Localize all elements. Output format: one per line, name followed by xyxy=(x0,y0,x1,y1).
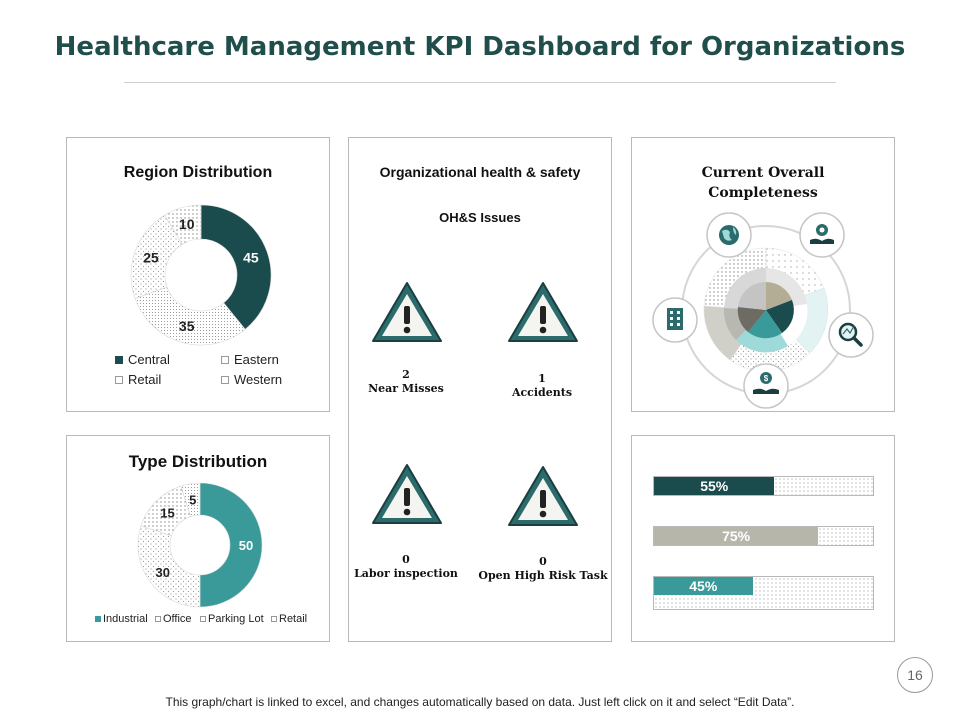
region-chart-title: Region Distribution xyxy=(123,164,273,181)
legend-label: Office xyxy=(163,613,192,625)
legend-swatch-western xyxy=(221,375,229,384)
warning-icon xyxy=(508,466,578,526)
title-divider xyxy=(124,82,836,83)
legend-central: Central xyxy=(115,352,170,367)
page-number: 16 xyxy=(897,657,933,693)
progress-bar-3: 45% xyxy=(653,576,874,610)
legend-eastern: Eastern xyxy=(221,352,279,367)
ohs-item-value: 0 xyxy=(402,553,410,566)
legend-industrial: Industrial xyxy=(95,613,148,625)
completeness-title: Current Overall Completeness xyxy=(632,163,894,203)
data-label: 25 xyxy=(143,249,159,265)
type-legend: Industrial Office Parking Lot Retail xyxy=(67,613,329,629)
data-label: 15 xyxy=(160,505,174,520)
data-label: 10 xyxy=(179,216,195,232)
progress-bar-label: 45% xyxy=(689,578,718,594)
completeness-title-line2: Completeness xyxy=(708,185,818,201)
sector-inner-2 xyxy=(766,300,794,333)
sector-inner-5 xyxy=(738,281,766,310)
donut-slice-office[interactable] xyxy=(137,525,201,608)
data-label: 30 xyxy=(156,565,170,580)
ohs-item-accidents: 1 Accidents xyxy=(482,372,602,400)
type-chart-title: Type Distribution xyxy=(128,452,268,471)
ohs-item-open-high-risk-task: 0 Open High Risk Task xyxy=(478,555,608,583)
region-donut-chart[interactable]: 45 35 25 10 xyxy=(67,200,329,350)
region-legend: Central Eastern Retail Western xyxy=(67,352,329,392)
svg-text:$: $ xyxy=(764,374,769,383)
data-label: 50 xyxy=(239,538,253,553)
progress-bar-2: 75% xyxy=(653,526,874,546)
money-hand-icon: $ xyxy=(743,363,789,409)
warning-icon xyxy=(372,464,442,524)
ohs-item-value: 0 xyxy=(539,555,547,568)
ohs-item-value: 1 xyxy=(538,372,546,385)
page-title: Healthcare Management KPI Dashboard for … xyxy=(54,32,906,62)
progress-bar-fill: 55% xyxy=(654,477,775,495)
legend-retail: Retail xyxy=(271,613,307,625)
legend-western: Western xyxy=(221,372,282,387)
magnifier-chart-icon xyxy=(828,312,874,358)
legend-office: Office xyxy=(155,613,192,625)
legend-label: Retail xyxy=(128,372,162,387)
legend-label: Western xyxy=(234,372,283,387)
legend-parking-lot: Parking Lot xyxy=(200,613,264,625)
warning-icon xyxy=(372,282,442,342)
hand-gear-icon xyxy=(799,212,845,258)
footer-note: This graph/chart is linked to excel, and… xyxy=(165,695,795,709)
sector-inner-1 xyxy=(766,282,792,310)
ohs-item-labor-inspection: 0 Labor inspection xyxy=(346,553,466,581)
region-distribution-panel[interactable]: Region Distribution 45 35 25 10 Central Eas… xyxy=(66,137,330,412)
progress-bar-label: 75% xyxy=(722,528,751,544)
legend-swatch-office xyxy=(155,616,161,622)
building-icon xyxy=(652,297,698,343)
ohs-item-label: Accidents xyxy=(511,386,573,399)
legend-retail: Retail xyxy=(115,372,161,387)
ohs-panel: Organizational health & safety OH&S Issu… xyxy=(348,137,612,642)
data-label: 35 xyxy=(179,318,195,334)
ohs-title: Organizational health & safety xyxy=(379,164,581,180)
legend-label: Parking Lot xyxy=(208,613,264,625)
legend-swatch-eastern xyxy=(221,355,229,364)
ohs-item-label: Near Misses xyxy=(368,382,444,395)
donut-slice-eastern[interactable] xyxy=(134,286,246,346)
data-label: 45 xyxy=(243,249,259,265)
sector-inner-3 xyxy=(748,310,782,339)
type-distribution-panel[interactable]: Type Distribution 50 30 15 5 Industrial Off… xyxy=(66,435,330,642)
progress-bar-fill: 75% xyxy=(654,527,819,545)
progress-bar-fill: 45% xyxy=(654,577,753,595)
type-donut-chart[interactable]: 50 30 15 5 xyxy=(67,480,329,610)
ohs-item-label: Open High Risk Task xyxy=(478,569,608,582)
data-label: 5 xyxy=(189,493,196,508)
completeness-title-line1: Current Overall xyxy=(701,165,825,181)
ohs-subtitle: OH&S Issues xyxy=(439,210,521,225)
sector-inner-4 xyxy=(737,307,766,332)
completeness-graphic: $ xyxy=(652,212,874,409)
legend-label: Industrial xyxy=(103,613,148,625)
legend-label: Retail xyxy=(279,613,308,625)
legend-swatch-retail xyxy=(271,616,277,622)
ohs-item-near-misses: 2 Near Misses xyxy=(346,368,466,396)
donut-slice-central[interactable] xyxy=(200,204,272,330)
legend-label: Central xyxy=(128,352,170,367)
donut-slice-retail[interactable] xyxy=(180,482,201,517)
legend-swatch-industrial xyxy=(95,616,101,622)
progress-bar-label: 55% xyxy=(700,478,729,494)
globe-icon xyxy=(706,212,752,258)
ohs-item-label: Labor inspection xyxy=(354,567,458,580)
legend-swatch-retail xyxy=(115,375,123,384)
legend-label: Eastern xyxy=(234,352,279,367)
progress-bar-1: 55% xyxy=(653,476,874,496)
donut-slice-industrial[interactable] xyxy=(199,482,263,608)
legend-swatch-central xyxy=(115,355,123,364)
ohs-item-value: 2 xyxy=(402,368,410,381)
legend-swatch-parking-lot xyxy=(200,616,206,622)
warning-icon xyxy=(508,282,578,342)
donut-slice-western[interactable] xyxy=(164,204,202,245)
